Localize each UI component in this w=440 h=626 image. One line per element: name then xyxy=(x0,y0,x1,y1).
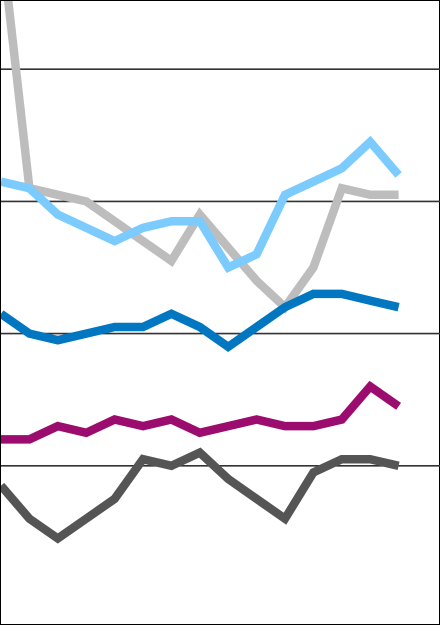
series-line-5 xyxy=(1,447,400,544)
series-lines xyxy=(1,1,402,544)
series-line-3 xyxy=(1,289,400,352)
series-line-2 xyxy=(1,135,402,273)
series-line-1 xyxy=(3,1,399,314)
gridlines xyxy=(1,68,440,467)
series-line-4 xyxy=(1,380,402,444)
